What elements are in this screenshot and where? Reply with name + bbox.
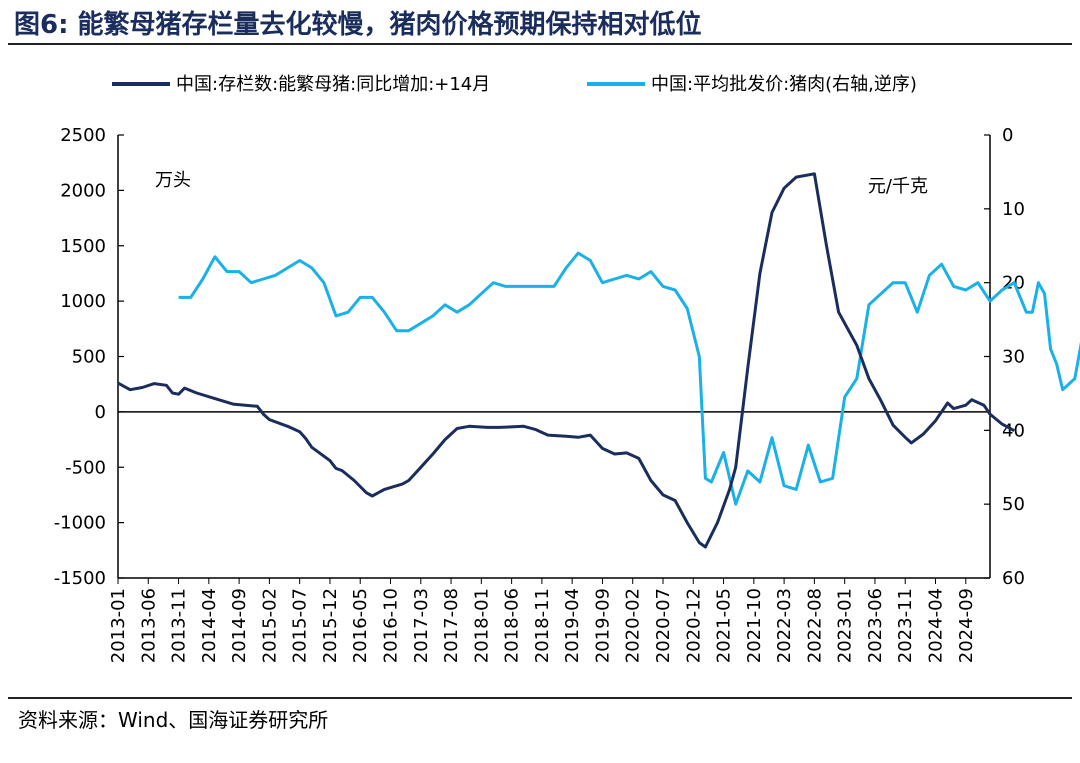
x-tick-label: 2018-11 — [532, 588, 553, 663]
right-tick-label: 50 — [1002, 494, 1025, 515]
x-tick-label: 2023-01 — [835, 588, 856, 663]
x-tick-label: 2023-06 — [865, 588, 886, 663]
source-divider — [8, 697, 1072, 699]
left-tick-label: 0 — [95, 402, 106, 423]
right-tick-label: 0 — [1002, 125, 1013, 146]
x-tick-label: 2016-05 — [350, 588, 371, 663]
x-tick-label: 2017-03 — [411, 588, 432, 663]
x-tick-label: 2015-12 — [320, 588, 341, 663]
x-tick-label: 2013-06 — [138, 588, 159, 663]
figure-title: 图6: 能繁母猪存栏量去化较慢，猪肉价格预期保持相对低位 — [14, 10, 702, 40]
x-tick-label: 2021-10 — [744, 588, 765, 663]
x-tick-label: 2019-09 — [592, 588, 613, 663]
left-tick-label: 1000 — [60, 291, 106, 312]
x-tick-label: 2014-04 — [199, 588, 220, 663]
right-tick-label: 30 — [1002, 347, 1025, 368]
x-tick-label: 2020-12 — [683, 588, 704, 663]
x-tick-label: 2024-09 — [956, 588, 977, 663]
series-line-sow-inventory — [117, 172, 1015, 549]
series-line-pork-price — [178, 251, 1080, 506]
x-tick-label: 2019-04 — [562, 588, 583, 663]
left-axis-unit: 万头 — [155, 170, 191, 191]
x-tick-label: 2015-07 — [290, 588, 311, 663]
legend-label-pork: 中国:平均批发价:猪肉(右轴,逆序) — [651, 74, 917, 95]
x-tick-label: 2016-10 — [381, 588, 402, 663]
right-tick-label: 10 — [1002, 199, 1025, 220]
left-tick-label: 2500 — [60, 125, 106, 146]
x-tick-label: 2015-02 — [259, 588, 280, 663]
x-tick-label: 2020-02 — [623, 588, 644, 663]
title-divider — [8, 43, 1072, 45]
left-tick-label: 2000 — [60, 180, 106, 201]
x-tick-label: 2024-04 — [926, 588, 947, 663]
left-tick-label: 500 — [72, 347, 106, 368]
x-tick-label: 2017-08 — [441, 588, 462, 663]
left-tick-label: 1500 — [60, 236, 106, 257]
legend-label-sow: 中国:存栏数:能繁母猪:同比增加:+14月 — [176, 74, 490, 95]
x-tick-label: 2021-05 — [714, 588, 735, 663]
x-tick-label: 2020-07 — [653, 588, 674, 663]
source-note: 资料来源：Wind、国海证券研究所 — [18, 708, 329, 732]
left-tick-label: -1500 — [54, 568, 106, 589]
x-tick-label: 2018-06 — [502, 588, 523, 663]
x-tick-label: 2022-03 — [774, 588, 795, 663]
x-tick-label: 2023-11 — [895, 588, 916, 663]
x-tick-label: 2013-11 — [169, 588, 190, 663]
x-tick-label: 2013-01 — [108, 588, 129, 663]
x-tick-label: 2022-08 — [804, 588, 825, 663]
right-tick-label: 60 — [1002, 568, 1025, 589]
x-tick-label: 2014-09 — [229, 588, 250, 663]
left-tick-label: -1000 — [54, 513, 106, 534]
right-axis-unit: 元/千克 — [868, 176, 928, 197]
left-tick-label: -500 — [65, 457, 106, 478]
x-tick-label: 2018-01 — [471, 588, 492, 663]
